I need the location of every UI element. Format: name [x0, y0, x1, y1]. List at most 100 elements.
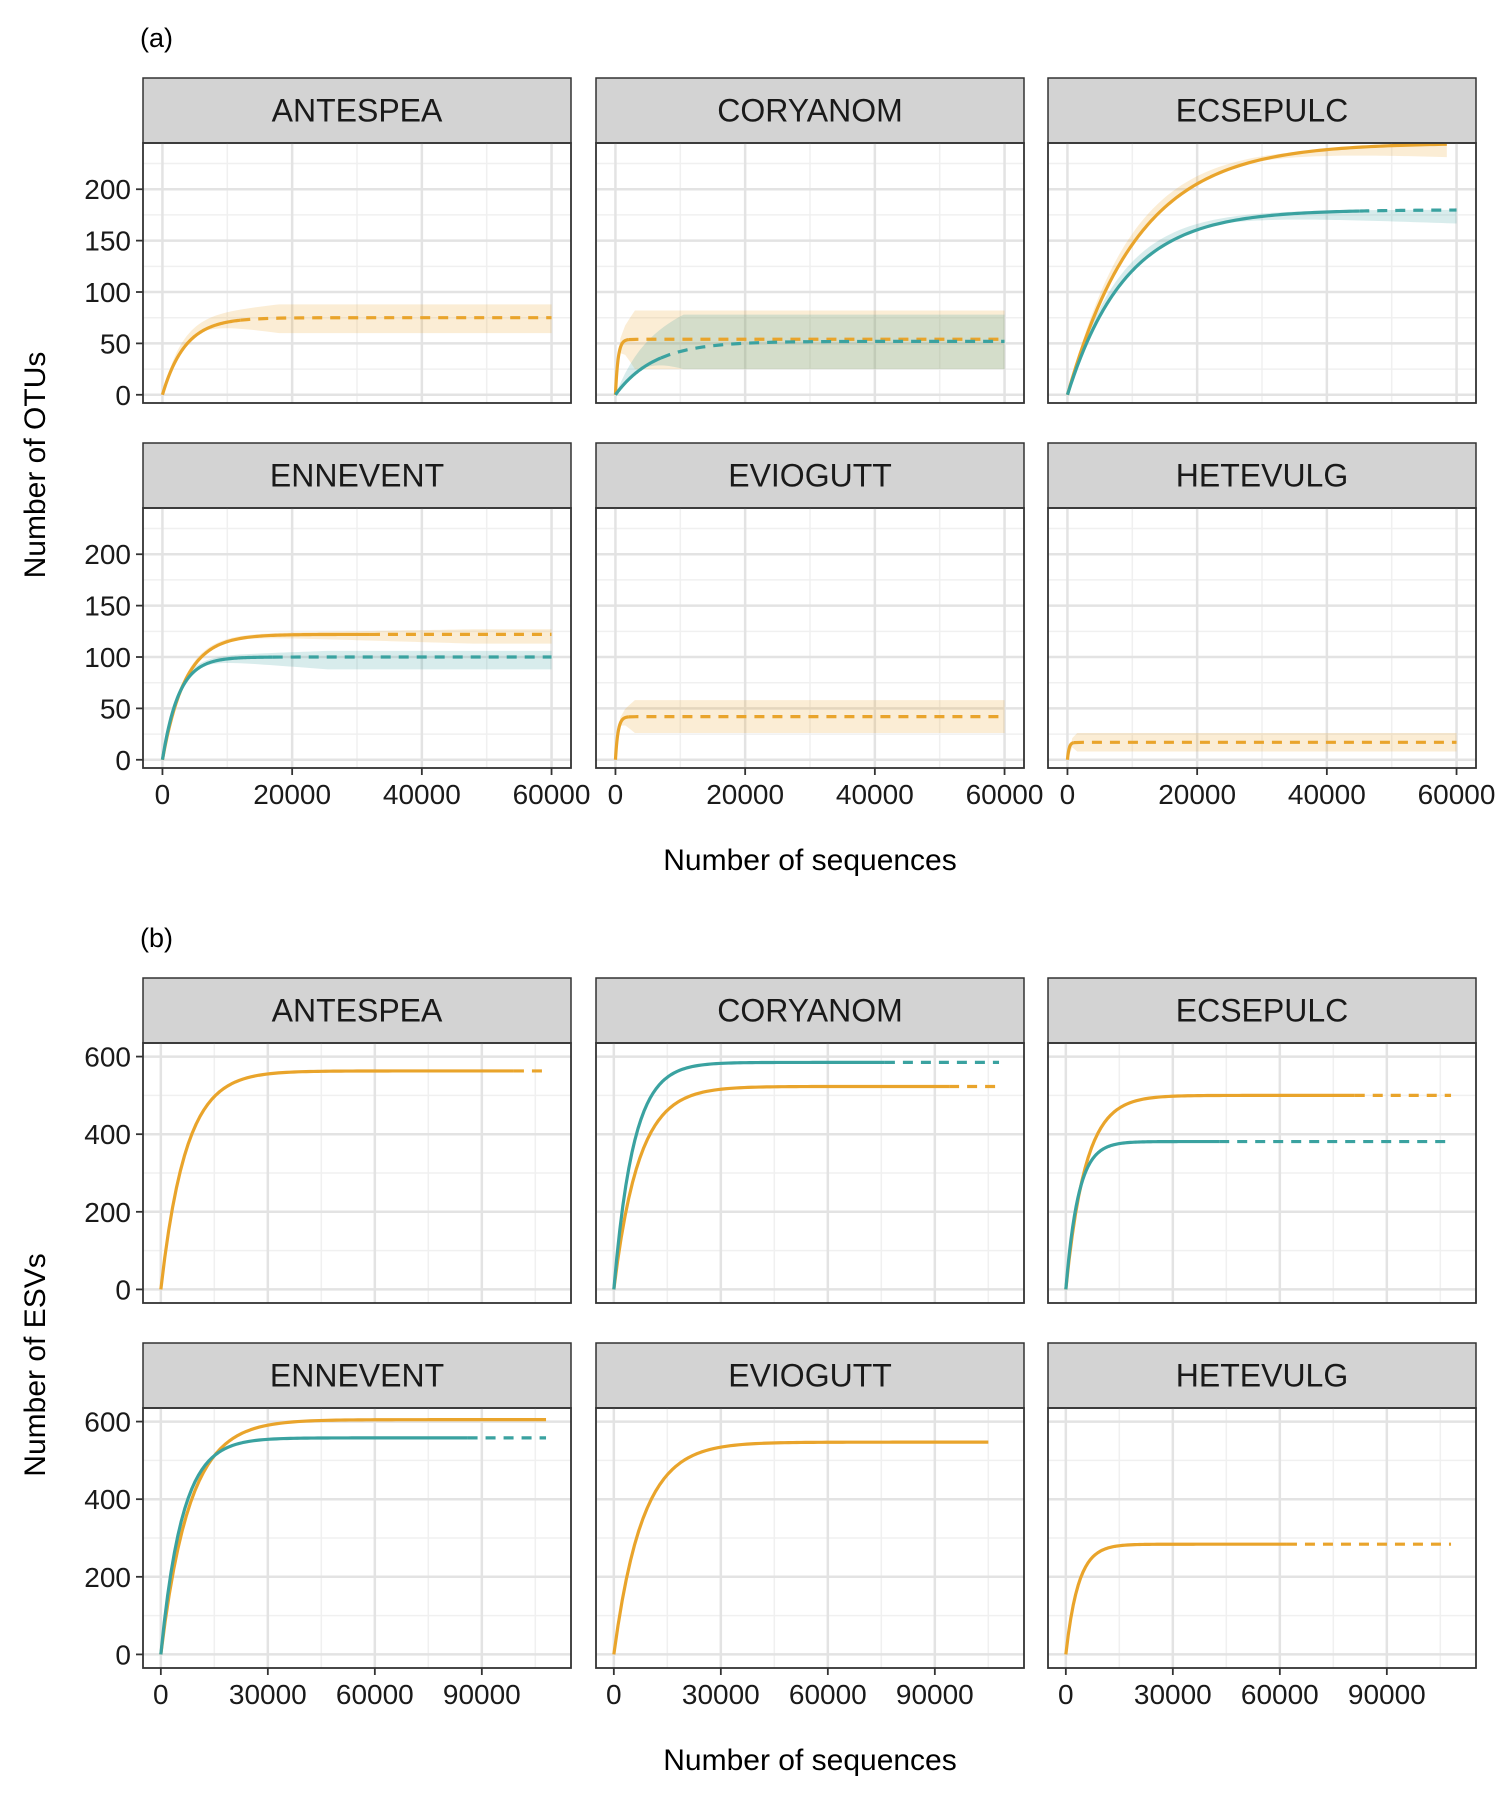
facet-strip	[142, 1342, 572, 1409]
panel-b-x-axis-title: Number of sequences	[663, 1744, 957, 1777]
panel-border	[595, 507, 1025, 769]
y-tick-label: 200	[84, 174, 131, 205]
facet-hetevulg: HETEVULG 0 20000 40000 60000	[1047, 442, 1495, 810]
orange-observed-line	[613, 338, 630, 395]
y-tick-label: 50	[100, 693, 131, 724]
teal-observed-line	[612, 1060, 885, 1290]
x-tick-label: 0	[1058, 1679, 1074, 1710]
facet-strip-label: ENNEVENT	[270, 458, 444, 494]
facet-strip-label: ANTESPEA	[272, 93, 443, 129]
panel-a-y-axis-title: Number of OTUs	[19, 352, 52, 579]
panel-border	[142, 1042, 572, 1304]
x-tick-label: 0	[606, 1679, 622, 1710]
x-tick-label: 60000	[789, 1679, 867, 1710]
orange-observed-line	[613, 715, 630, 760]
x-tick-label: 90000	[443, 1679, 521, 1710]
x-tick-label: 90000	[1348, 1679, 1426, 1710]
orange-confidence-band	[162, 304, 552, 395]
x-tick-label: 0	[155, 779, 171, 810]
y-tick-label: 150	[84, 591, 131, 622]
y-tick-label: 150	[84, 226, 131, 257]
y-tick-label: 400	[84, 1484, 131, 1515]
facet-eviogutt: EVIOGUTT 0 30000 60000 90000	[595, 1342, 1025, 1710]
facet-strip-label: HETEVULG	[1176, 1358, 1348, 1394]
panel-border	[595, 1407, 1025, 1669]
orange-observed-line	[612, 1084, 950, 1290]
teal-confidence-band	[162, 650, 552, 760]
facet-strip-label: CORYANOM	[717, 93, 903, 129]
orange-confidence-band	[1067, 144, 1447, 395]
facet-strip	[1047, 442, 1477, 509]
x-tick-label: 60000	[336, 1679, 414, 1710]
orange-observed-line	[1065, 142, 1447, 396]
x-tick-label: 40000	[1288, 779, 1366, 810]
orange-observed-line	[1065, 741, 1076, 761]
orange-observed-line	[612, 1440, 989, 1655]
facet-ecsepulc: ECSEPULC	[1047, 77, 1477, 404]
panel-border	[142, 1407, 572, 1669]
panel-a-tag: (a)	[140, 23, 173, 53]
x-tick-label: 20000	[253, 779, 331, 810]
teal-observed-line	[614, 356, 662, 396]
orange-observed-line	[1064, 1093, 1355, 1290]
panel-b-y-axis-title: Number of ESVs	[19, 1253, 52, 1476]
orange-observed-line	[159, 1418, 547, 1655]
orange-confidence-band	[615, 310, 1005, 395]
facet-strip-label: ECSEPULC	[1176, 93, 1349, 129]
x-tick-label: 0	[153, 1679, 169, 1710]
panel-border	[595, 142, 1025, 404]
x-tick-label: 40000	[383, 779, 461, 810]
panel-a-x-axis-title: Number of sequences	[663, 844, 957, 877]
x-tick-label: 60000	[966, 779, 1044, 810]
facet-antespea: ANTESPEA 0 50 100 150 200	[84, 77, 572, 411]
facet-ecsepulc: ECSEPULC	[1047, 977, 1477, 1304]
y-tick-label: 50	[100, 328, 131, 359]
x-tick-label: 60000	[1241, 1679, 1319, 1710]
teal-confidence-band	[615, 314, 1005, 395]
x-tick-label: 20000	[1158, 779, 1236, 810]
x-tick-label: 30000	[682, 1679, 760, 1710]
facet-strip	[595, 1342, 1025, 1409]
y-tick-label: 200	[84, 1197, 131, 1228]
y-tick-label: 100	[84, 277, 131, 308]
facet-coryanom: CORYANOM	[595, 77, 1025, 404]
facet-strip-label: EVIOGUTT	[728, 1358, 892, 1394]
panel-border	[142, 507, 572, 769]
facet-coryanom: CORYANOM	[595, 977, 1025, 1304]
facet-strip-label: ECSEPULC	[1176, 993, 1349, 1029]
x-tick-label: 90000	[896, 1679, 974, 1710]
y-tick-label: 0	[115, 1274, 131, 1305]
facet-strip-label: ANTESPEA	[272, 993, 443, 1029]
facet-grid: ANTESPEA 0 50 100 150 200 CORYANOM ECSEPULC ENNE…	[84, 77, 1495, 1710]
teal-observed-line	[160, 655, 274, 761]
facet-strip	[1047, 977, 1477, 1044]
x-tick-label: 0	[608, 779, 624, 810]
teal-observed-line	[159, 1436, 468, 1655]
facet-ennevent: ENNEVENT 0 50 100 150 200 0 20000 40000 60000	[84, 442, 591, 810]
panel-border	[1047, 507, 1477, 769]
y-tick-label: 200	[84, 1562, 131, 1593]
facet-strip-label: ENNEVENT	[270, 1358, 444, 1394]
facet-strip	[142, 77, 572, 144]
panel-border	[595, 1042, 1025, 1304]
y-tick-label: 100	[84, 642, 131, 673]
x-tick-label: 30000	[1134, 1679, 1212, 1710]
facet-strip-label: HETEVULG	[1176, 458, 1348, 494]
teal-observed-line	[1065, 209, 1360, 396]
orange-confidence-band	[162, 629, 552, 760]
facet-eviogutt: EVIOGUTT 0 20000 40000 60000	[595, 442, 1044, 810]
panel-border	[1047, 142, 1477, 404]
teal-extrapolated-line	[1359, 208, 1457, 213]
facet-strip	[595, 977, 1025, 1044]
x-tick-label: 30000	[229, 1679, 307, 1710]
x-tick-label: 60000	[513, 779, 591, 810]
orange-extrapolated-line	[240, 316, 552, 322]
orange-confidence-band	[1067, 733, 1457, 760]
orange-observed-line	[1064, 1542, 1287, 1655]
y-tick-label: 400	[84, 1119, 131, 1150]
facet-strip	[595, 77, 1025, 144]
orange-observed-line	[160, 632, 370, 761]
y-tick-label: 600	[84, 1042, 131, 1073]
y-tick-label: 600	[84, 1407, 131, 1438]
